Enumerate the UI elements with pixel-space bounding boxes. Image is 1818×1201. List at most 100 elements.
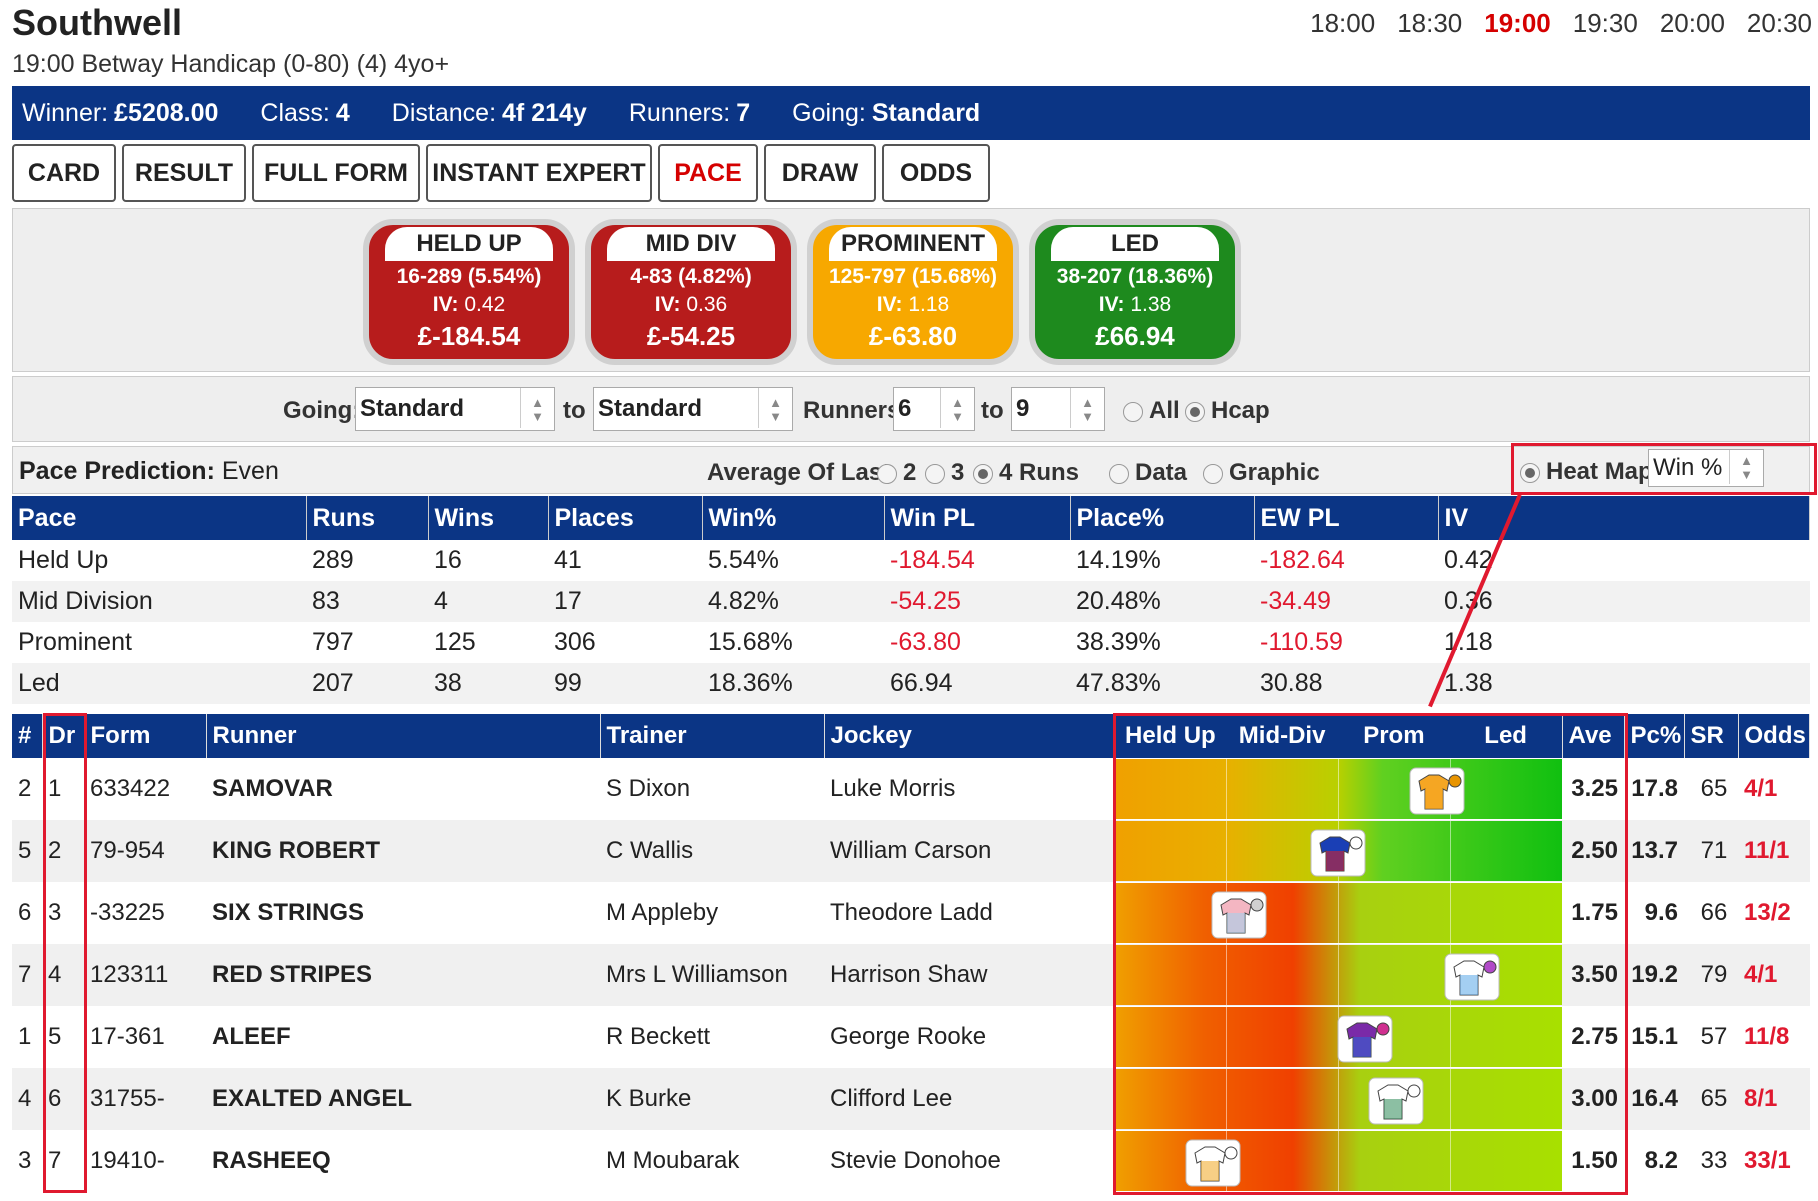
- view-data-radio[interactable]: Data: [1109, 459, 1187, 487]
- col-header[interactable]: Win%: [702, 496, 885, 540]
- col-header[interactable]: EW PL: [1254, 496, 1439, 540]
- runners-to-input[interactable]: 9 ▲ ▼: [1011, 387, 1105, 431]
- runner-row: 2 1 633422 SAMOVAR S Dixon Luke Morris 3.25 17.…: [12, 758, 1810, 820]
- col-header-runner[interactable]: Runner: [206, 714, 601, 758]
- form-cell: 19410-: [90, 1147, 165, 1174]
- col-header-odds[interactable]: Odds: [1738, 714, 1810, 758]
- trainer-name: S Dixon: [606, 775, 691, 802]
- odds-cell[interactable]: 33/1: [1744, 1147, 1791, 1174]
- col-header[interactable]: Wins: [428, 496, 549, 540]
- radio-icon: [1123, 401, 1143, 422]
- tab-pace[interactable]: PACE: [658, 144, 758, 202]
- runner-name[interactable]: SIX STRINGS: [212, 899, 365, 926]
- col-header[interactable]: Place%: [1070, 496, 1255, 540]
- runner-name[interactable]: ALEEF: [212, 1023, 291, 1050]
- heatmap-metric-select[interactable]: Win % ▲ ▼: [1648, 449, 1764, 487]
- sr-cell: 79: [1684, 944, 1738, 1006]
- win-pct-cell: 15.68%: [708, 628, 793, 656]
- col-header-heatmap: Held Up Mid-Div Prom Led: [1114, 714, 1563, 758]
- col-header[interactable]: Win PL: [884, 496, 1071, 540]
- all-radio[interactable]: All: [1123, 397, 1180, 425]
- race-time-link[interactable]: 18:30: [1397, 8, 1463, 38]
- heatmap-divider: [1450, 1007, 1451, 1067]
- odds-cell[interactable]: 11/1: [1738, 820, 1810, 882]
- hcap-radio[interactable]: Hcap: [1185, 397, 1270, 425]
- pace-summary-panel: HELD UP 16-289 (5.54%) IV: 0.42 £-184.54…: [12, 208, 1810, 372]
- tab-instant-expert[interactable]: INSTANT EXPERT: [426, 144, 652, 202]
- heatmap-divider: [1338, 1131, 1339, 1191]
- view-graphic-radio[interactable]: Graphic: [1203, 459, 1320, 487]
- view-heatmap-radio[interactable]: Heat Map: [1520, 458, 1653, 486]
- race-time-link-active[interactable]: 19:00: [1484, 8, 1551, 38]
- select-arrows-icon: ▲ ▼: [1729, 450, 1753, 484]
- heatmap-divider: [1450, 883, 1451, 943]
- tab-draw[interactable]: DRAW: [764, 144, 876, 202]
- form-cell: 633422: [90, 775, 171, 802]
- race-time-link[interactable]: 18:00: [1310, 8, 1376, 38]
- pace-cell: Held Up: [18, 546, 109, 574]
- draw-column-highlight: [43, 713, 87, 1193]
- avg-2-radio[interactable]: 2: [877, 459, 916, 487]
- draw-cell: 1: [48, 775, 62, 802]
- col-header-ave[interactable]: Ave: [1562, 714, 1625, 758]
- tab-result[interactable]: RESULT: [122, 144, 246, 202]
- odds-cell[interactable]: 4/1: [1744, 775, 1778, 802]
- trainer-name: Mrs L Williamson: [600, 944, 824, 1006]
- odds-cell[interactable]: 13/2: [1744, 899, 1791, 926]
- going-from-select[interactable]: Standard ▲ ▼: [355, 387, 555, 431]
- place-pct-cell: 38.39%: [1076, 628, 1161, 656]
- runner-number: 4: [12, 1068, 42, 1130]
- race-time-link[interactable]: 19:30: [1572, 8, 1638, 38]
- trainer-name: M Moubarak: [606, 1147, 740, 1174]
- col-header-form[interactable]: Form: [84, 714, 207, 758]
- heatmap-cell: [1114, 758, 1562, 820]
- pace-cell: Led: [12, 663, 306, 704]
- runner-name[interactable]: EXALTED ANGEL: [206, 1068, 600, 1130]
- runner-name[interactable]: SAMOVAR: [212, 775, 333, 802]
- tab-full-form[interactable]: FULL FORM: [252, 144, 420, 202]
- race-time-link[interactable]: 20:30: [1746, 8, 1812, 38]
- odds-cell[interactable]: 4/1: [1738, 944, 1810, 1006]
- avg-3-radio[interactable]: 3: [925, 459, 964, 487]
- col-header-draw[interactable]: Dr: [42, 714, 85, 758]
- col-header[interactable]: Runs: [306, 496, 429, 540]
- col-header[interactable]: IV: [1438, 496, 1810, 540]
- card-pl: £-184.54: [417, 321, 521, 351]
- pc-cell: 9.6: [1644, 899, 1678, 926]
- stepper-arrows-icon: ▲ ▼: [1070, 388, 1094, 428]
- runner-name[interactable]: RED STRIPES: [206, 944, 600, 1006]
- heatmap-cell: [1114, 1006, 1562, 1068]
- mid-div-card: MID DIV 4-83 (4.82%) IV: 0.36 £-54.25: [585, 219, 797, 365]
- avg-4-radio[interactable]: 4 Runs: [973, 459, 1079, 487]
- runner-number: 5: [12, 820, 42, 882]
- odds-cell[interactable]: 8/1: [1738, 1068, 1810, 1130]
- going-to-select[interactable]: Standard ▲ ▼: [593, 387, 793, 431]
- pc-cell: 8.2: [1644, 1147, 1678, 1174]
- col-header[interactable]: Places: [548, 496, 703, 540]
- table-header-row: # Dr Form Runner Trainer Jockey Held Up …: [12, 714, 1810, 758]
- form-cell: 123311: [84, 944, 206, 1006]
- col-header-pc[interactable]: Pc%: [1624, 714, 1685, 758]
- runs-cell: 207: [306, 663, 428, 704]
- radio-icon: [1203, 463, 1223, 484]
- col-header-num[interactable]: #: [12, 714, 43, 758]
- jockey-silk-icon: [1368, 1077, 1424, 1125]
- col-header-trainer[interactable]: Trainer: [600, 714, 825, 758]
- wins-cell: 16: [434, 546, 462, 574]
- col-header[interactable]: Pace: [12, 496, 307, 540]
- tab-odds[interactable]: ODDS: [882, 144, 990, 202]
- runner-name[interactable]: RASHEEQ: [212, 1147, 331, 1174]
- race-time-link[interactable]: 20:00: [1659, 8, 1725, 38]
- odds-cell[interactable]: 11/8: [1744, 1023, 1790, 1050]
- table-row: Held Up 289 16 41 5.54% -184.54 14.19% -…: [12, 540, 1810, 581]
- heatmap-divider: [1226, 821, 1227, 881]
- runner-name[interactable]: KING ROBERT: [206, 820, 600, 882]
- runners-from-input[interactable]: 6 ▲ ▼: [893, 387, 975, 431]
- col-header-sr[interactable]: SR: [1684, 714, 1739, 758]
- tab-card[interactable]: CARD: [12, 144, 116, 202]
- pace-cell: Prominent: [18, 628, 132, 656]
- col-header-jockey[interactable]: Jockey: [824, 714, 1115, 758]
- heatmap-divider: [1226, 759, 1227, 819]
- to-label: to: [563, 397, 586, 424]
- table-row: Mid Division 83 4 17 4.82% -54.25 20.48%…: [12, 581, 1810, 622]
